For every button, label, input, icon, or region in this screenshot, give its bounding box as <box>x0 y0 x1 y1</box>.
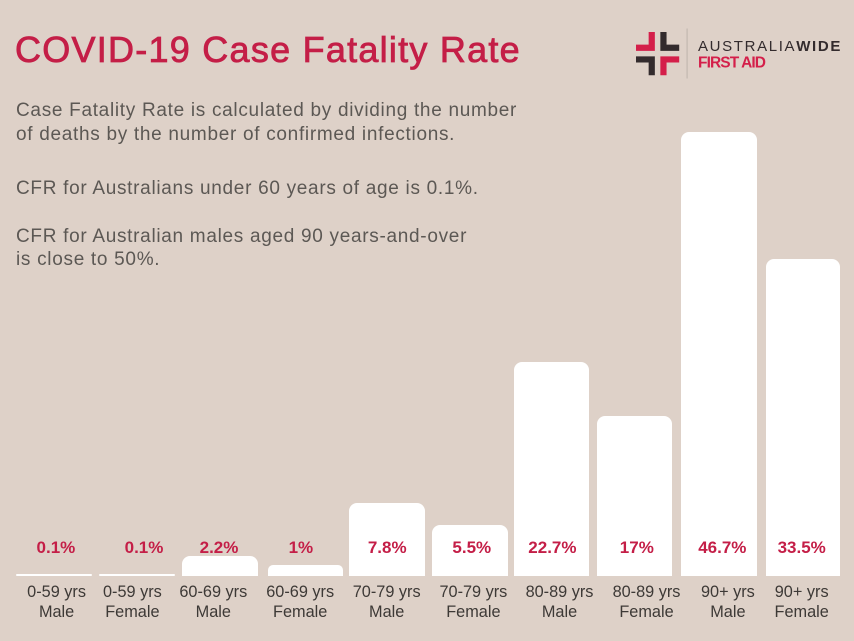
svg-text:FIRST AID: FIRST AID <box>698 55 766 72</box>
svg-text:AUSTRALIAWIDE: AUSTRALIAWIDE <box>698 38 842 55</box>
